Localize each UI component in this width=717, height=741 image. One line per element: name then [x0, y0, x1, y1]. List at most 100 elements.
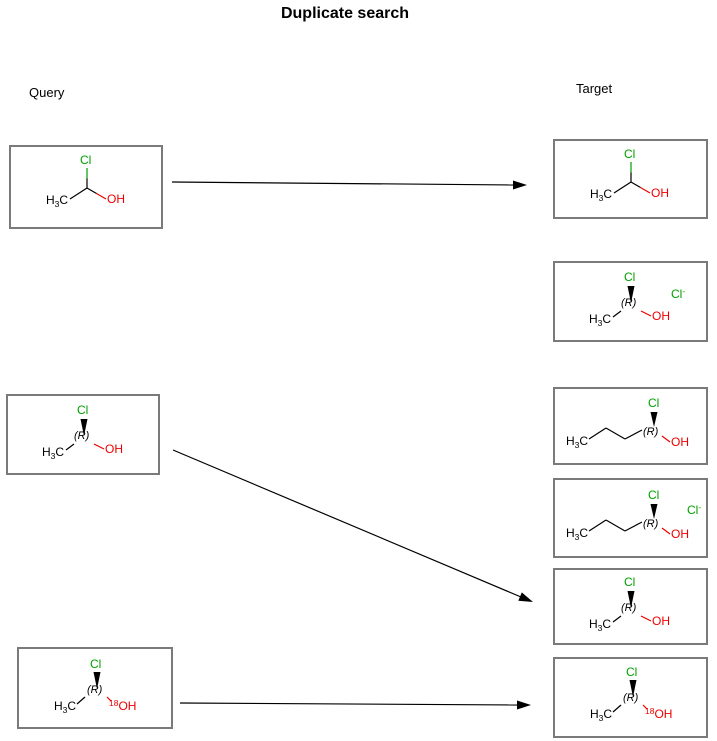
methyl-label: H3C	[590, 707, 613, 722]
methyl-label: H3C	[589, 312, 612, 328]
molecule-bonds	[612, 286, 652, 318]
wedge-bond	[629, 680, 637, 697]
methyl-label: H3C	[589, 617, 612, 633]
methyl-h: H	[589, 617, 598, 631]
arrow-line-query3-target6	[179, 702, 519, 706]
methyl-h: H	[589, 312, 598, 326]
hydroxyl-label: OH	[671, 527, 689, 541]
carbon-carbon-bond	[588, 427, 607, 440]
chloride-minus: -	[698, 502, 702, 512]
carbon-carbon-bond	[65, 443, 75, 451]
molecule-bonds	[65, 419, 105, 451]
methyl-h: H	[42, 445, 51, 459]
carbon-carbon-bond	[612, 704, 622, 713]
chlorine-label: Cl	[648, 396, 660, 410]
target-box-1: Cl H3C OH	[553, 139, 708, 219]
hydroxyl: OH	[654, 707, 673, 721]
chlorine-label: Cl	[77, 403, 89, 417]
chlorine-label: Cl	[648, 488, 660, 502]
molecule-bonds	[613, 162, 651, 194]
molecule-bonds	[76, 672, 112, 705]
chloride-cl: Cl	[687, 503, 699, 517]
methyl-c: C	[602, 617, 612, 631]
arrow-head-query1-target1	[513, 180, 527, 190]
wedge-bond	[627, 286, 635, 303]
carbon-carbon-bond	[605, 427, 626, 440]
methyl-c: C	[602, 312, 612, 326]
carbon-oxygen-bond	[640, 615, 652, 622]
query-box-3: Cl (R) H3C 18OH	[17, 647, 173, 729]
methyl-subscript: 3	[598, 193, 604, 203]
methyl-subscript: 3	[54, 199, 60, 209]
isotope-18: 18	[645, 706, 655, 716]
methyl-c: C	[603, 707, 613, 721]
chlorine-label: Cl	[624, 575, 636, 589]
query-column-header: Query	[29, 85, 65, 100]
methyl-subscript: 3	[574, 532, 580, 542]
carbon-oxygen-bond	[93, 443, 105, 450]
stereocenter-label: (R)	[623, 692, 639, 704]
methyl-h: H	[54, 699, 63, 713]
methyl-c: C	[59, 193, 69, 207]
molecule-bonds	[588, 504, 671, 535]
wedge-bond	[627, 591, 635, 608]
methyl-label: H3C	[566, 435, 588, 450]
arrow-head-query2-target5	[518, 592, 533, 602]
molecule-bonds	[612, 680, 648, 713]
carbon-carbon-bond	[612, 310, 622, 318]
methyl-subscript: 3	[62, 705, 68, 715]
hydroxyl-label: OH	[652, 614, 670, 628]
chloride-minus: -	[682, 286, 686, 296]
methyl-h: H	[566, 526, 575, 540]
chloride-cl: Cl	[671, 287, 683, 301]
methyl-subscript: 3	[574, 440, 580, 450]
carbon-oxygen-bond	[661, 435, 671, 443]
query-box-1: Cl H3C OH	[9, 145, 163, 229]
carbon-carbon-bond	[624, 521, 643, 532]
hydroxyl: OH	[118, 699, 137, 713]
carbon-oxygen-bond	[630, 181, 641, 189]
target-column-header: Target	[576, 81, 613, 96]
arrow-line-query1-target1	[171, 181, 515, 186]
methyl-c: C	[579, 526, 589, 540]
target-box-4: H3C (R) Cl OH Cl-	[553, 478, 708, 558]
methyl-label: H3C	[46, 193, 69, 209]
hydroxyl-label: OH	[652, 309, 670, 323]
molecule-bonds	[69, 168, 107, 200]
arrow-line-query2-target5	[172, 449, 522, 598]
molecule-bonds	[588, 412, 671, 443]
molecule-bonds	[612, 591, 652, 623]
carbon-oxygen-bond	[96, 192, 107, 200]
isotope-18: 18	[109, 698, 119, 708]
page-title: Duplicate search	[280, 5, 410, 22]
carbon-oxygen-bond	[640, 186, 651, 194]
carbon-oxygen-bond	[642, 704, 648, 710]
carbon-carbon-bond	[605, 519, 626, 532]
methyl-label: H3C	[590, 188, 612, 203]
chlorine-label: Cl	[90, 657, 102, 671]
methyl-subscript: 3	[597, 623, 603, 633]
chlorine-label: Cl	[626, 665, 638, 679]
methyl-subscript: 3	[597, 318, 603, 328]
wedge-bond	[80, 419, 88, 436]
target-box-6: Cl (R) H3C 18OH	[553, 657, 708, 738]
carbon-carbon-bond	[612, 615, 622, 623]
carbon-carbon-bond	[613, 181, 632, 194]
methyl-label: H3C	[42, 445, 64, 460]
carbon-oxygen-bond	[661, 527, 671, 535]
methyl-label: H3C	[54, 699, 76, 715]
hydroxyl-label: OH	[107, 192, 125, 206]
carbon-oxygen-bond	[86, 187, 97, 195]
hydroxyl-label: OH	[105, 442, 123, 456]
hydroxyl-label: OH	[671, 435, 689, 449]
stereocenter-label: (R)	[643, 426, 659, 438]
carbon-carbon-bond	[624, 429, 643, 440]
stereocenter-label: (R)	[643, 518, 659, 530]
isotope-18-hydroxyl-label: 18OH	[109, 698, 137, 713]
target-box-5: Cl (R) H3C OH	[553, 568, 708, 645]
chloride-ion-label: Cl-	[687, 502, 702, 517]
methyl-label: H3C	[566, 526, 589, 542]
methyl-h: H	[46, 193, 55, 207]
chlorine-label: Cl	[80, 153, 92, 167]
